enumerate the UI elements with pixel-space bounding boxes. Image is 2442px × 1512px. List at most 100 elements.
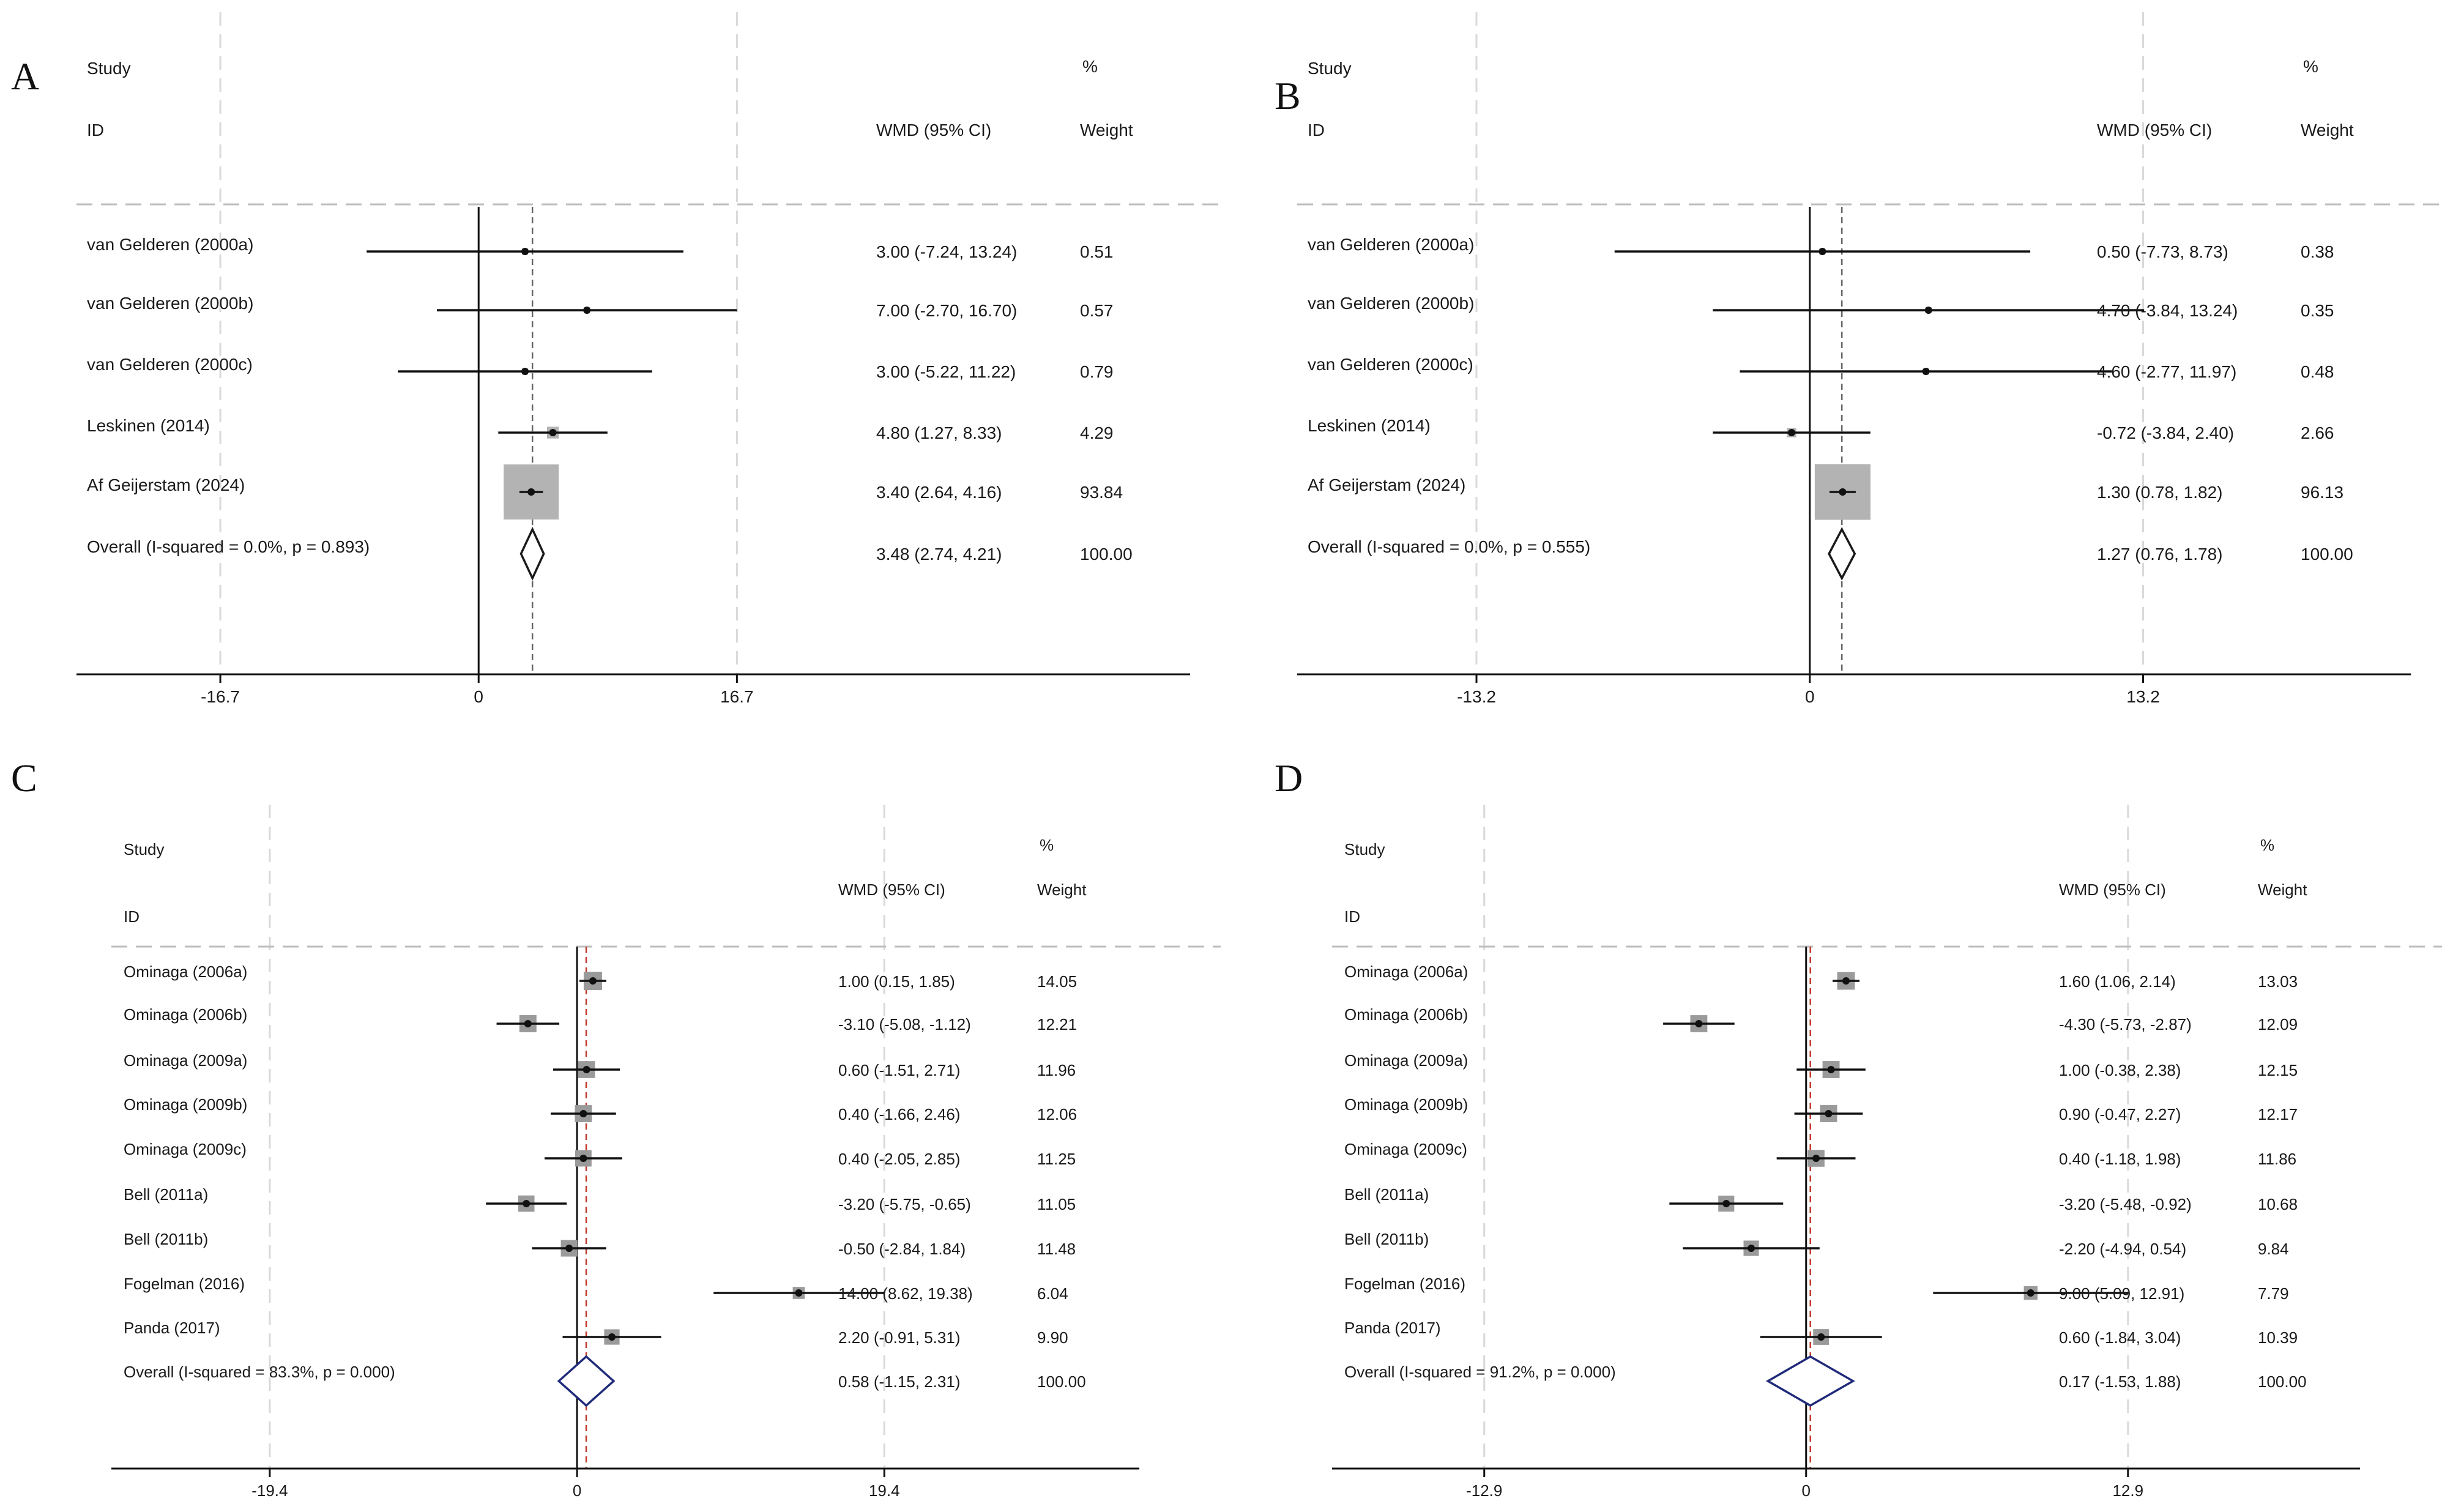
study-label: Bell (2011b): [1344, 1230, 1429, 1248]
overall-weight-text: 100.00: [2301, 545, 2353, 564]
study-point: [579, 1110, 587, 1117]
study-ci-text: 1.00 (0.15, 1.85): [838, 972, 955, 991]
study-label: Af Geijerstam (2024): [87, 475, 245, 494]
overall-diamond: [1765, 1355, 1855, 1407]
header-weight: Weight: [2258, 881, 2307, 899]
study-point: [1839, 488, 1847, 496]
header-weight: Weight: [1080, 121, 1133, 140]
overall-weight-text: 100.00: [1037, 1372, 1086, 1391]
x-tick-label: 16.7: [720, 687, 754, 706]
header-percent: %: [1082, 57, 1098, 76]
study-point: [1842, 977, 1850, 985]
header-effect: WMD (95% CI): [2097, 121, 2212, 140]
study-weight-text: 14.05: [1037, 972, 1077, 991]
study-label: Ominaga (2009b): [124, 1095, 247, 1114]
study-label: van Gelderen (2000b): [1308, 294, 1474, 313]
study-point: [524, 1020, 532, 1027]
study-point: [521, 368, 529, 375]
header-study: Study: [87, 59, 131, 78]
study-ci-text: 0.40 (-2.05, 2.85): [838, 1150, 960, 1168]
study-ci-text: 0.60 (-1.51, 2.71): [838, 1061, 960, 1079]
x-tick-label: 0: [573, 1481, 581, 1500]
study-point: [565, 1245, 573, 1252]
study-point: [523, 1200, 530, 1207]
overall-ci-text: 1.27 (0.76, 1.78): [2097, 545, 2222, 564]
overall-weight-text: 100.00: [1080, 545, 1133, 564]
overall-label: Overall (I-squared = 0.0%, p = 0.555): [1308, 537, 1590, 556]
study-label: van Gelderen (2000c): [1308, 355, 1473, 374]
study-weight-text: 12.06: [1037, 1105, 1077, 1123]
study-weight-text: 7.79: [2258, 1284, 2289, 1303]
study-weight-text: 13.03: [2258, 972, 2298, 991]
study-point: [1788, 429, 1796, 436]
study-ci-text: -3.10 (-5.08, -1.12): [838, 1015, 971, 1033]
study-ci-text: 0.40 (-1.66, 2.46): [838, 1105, 960, 1123]
study-ci-text: 0.50 (-7.73, 8.73): [2097, 242, 2228, 261]
study-weight-text: 0.48: [2301, 362, 2334, 381]
header-weight: Weight: [2301, 121, 2354, 140]
x-tick-label: -13.2: [1457, 687, 1496, 706]
study-ci-text: -4.30 (-5.73, -2.87): [2059, 1015, 2192, 1033]
panel-label-c: C: [11, 756, 37, 800]
overall-label: Overall (I-squared = 0.0%, p = 0.893): [87, 537, 370, 556]
overall-diamond: [1828, 527, 1856, 581]
study-weight-text: 96.13: [2301, 483, 2343, 502]
study-weight-text: 12.21: [1037, 1015, 1077, 1033]
study-weight-text: 0.38: [2301, 242, 2334, 261]
study-ci-text: 3.40 (2.64, 4.16): [876, 483, 1002, 502]
study-ci-text: 4.80 (1.27, 8.33): [876, 423, 1002, 442]
study-weight-text: 11.25: [1037, 1150, 1076, 1168]
study-label: van Gelderen (2000c): [87, 355, 253, 374]
overall-ci-text: 0.17 (-1.53, 1.88): [2059, 1372, 2181, 1391]
study-weight-text: 12.15: [2258, 1061, 2298, 1079]
header-id: ID: [87, 121, 104, 140]
study-point: [1722, 1200, 1730, 1207]
study-point: [549, 429, 557, 436]
study-label: Panda (2017): [1344, 1319, 1441, 1337]
overall-ci-text: 0.58 (-1.15, 2.31): [838, 1372, 960, 1391]
study-label: Ominaga (2009c): [1344, 1140, 1467, 1158]
study-ci-text: 0.40 (-1.18, 1.98): [2059, 1150, 2181, 1168]
study-point: [527, 488, 535, 496]
overall-weight-text: 100.00: [2258, 1372, 2307, 1391]
study-point: [795, 1289, 803, 1297]
study-ci-text: 1.60 (1.06, 2.14): [2059, 972, 2176, 991]
x-tick-label: -19.4: [251, 1481, 288, 1500]
header-study: Study: [124, 840, 165, 858]
study-label: Ominaga (2009a): [124, 1051, 247, 1070]
forest-plot-svg-b: Study ID% WMD (95% CI) Weight van Gelderen (…: [1297, 12, 2442, 706]
study-label: Af Geijerstam (2024): [1308, 475, 1465, 494]
study-label: Ominaga (2009a): [1344, 1051, 1468, 1070]
forest-plot-svg-c: Study ID% WMD (95% CI) Weight Ominaga (2006a…: [111, 805, 1221, 1500]
study-ci-text: 1.30 (0.78, 1.82): [2097, 483, 2222, 502]
study-ci-text: -3.20 (-5.48, -0.92): [2059, 1195, 2192, 1213]
study-ci-text: 14.00 (8.62, 19.38): [838, 1284, 973, 1303]
forest-plot-svg-a: Study ID% WMD (95% CI) Weight van Gelderen (…: [76, 12, 1221, 706]
study-point: [1827, 1066, 1835, 1073]
study-point: [1825, 1110, 1833, 1117]
x-tick-label: 0: [1802, 1481, 1811, 1500]
study-point: [583, 307, 591, 314]
study-weight-text: 93.84: [1080, 483, 1123, 502]
x-tick-label: 12.9: [2112, 1481, 2143, 1500]
header-weight: Weight: [1037, 881, 1087, 899]
study-label: Panda (2017): [124, 1319, 220, 1337]
study-point: [1818, 248, 1826, 255]
study-ci-text: -3.20 (-5.75, -0.65): [838, 1195, 971, 1213]
overall-diamond: [519, 526, 545, 581]
study-weight-text: 9.84: [2258, 1240, 2289, 1258]
study-ci-text: 4.60 (-2.77, 11.97): [2097, 362, 2236, 381]
panel-label-d: D: [1275, 756, 1303, 800]
header-id: ID: [1308, 121, 1325, 140]
study-weight-text: 12.17: [2258, 1105, 2298, 1123]
study-label: Leskinen (2014): [87, 416, 210, 435]
study-label: van Gelderen (2000a): [1308, 235, 1474, 254]
x-tick-label: 0: [1805, 687, 1815, 706]
study-ci-text: 9.00 (5.09, 12.91): [2059, 1284, 2184, 1303]
forest-plot-c: C Study ID% WMD (95% CI) Weight Ominaga (200…: [0, 756, 1221, 1512]
forest-plot-svg-d: Study ID% WMD (95% CI) Weight Ominaga (2006a…: [1332, 805, 2442, 1500]
study-weight-text: 4.29: [1080, 423, 1114, 442]
x-tick-label: 19.4: [869, 1481, 900, 1500]
panel-label-a: A: [11, 54, 40, 98]
header-effect: WMD (95% CI): [838, 881, 945, 899]
